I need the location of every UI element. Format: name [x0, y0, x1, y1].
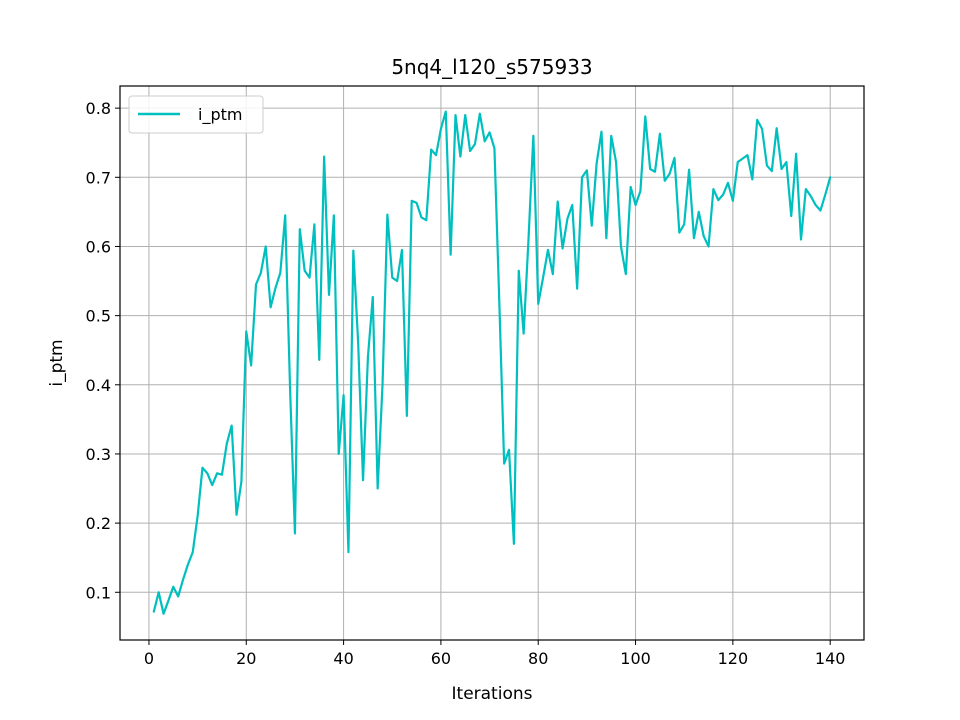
y-tick-label: 0.8 — [86, 99, 111, 118]
chart-title: 5nq4_l120_s575933 — [391, 55, 592, 79]
series-layer — [152, 110, 832, 615]
plot-frame — [119, 85, 865, 641]
x-tick-label: 140 — [815, 649, 846, 668]
x-tick-label: 0 — [144, 649, 154, 668]
y-tick-label: 0.7 — [86, 168, 111, 187]
axis-ticks: 0 20 40 60 80 100 120 140 0.1 0.2 0.3 0.4 0.5 0.6 0.7 0… — [86, 99, 846, 668]
y-tick-label: 0.1 — [86, 583, 111, 602]
y-tick-label: 0.6 — [86, 237, 111, 256]
x-tick-label: 60 — [431, 649, 451, 668]
series-line-i_ptm — [152, 110, 832, 615]
y-tick-label: 0.2 — [86, 514, 111, 533]
x-tick-label: 100 — [620, 649, 651, 668]
y-tick-label: 0.4 — [86, 376, 111, 395]
x-tick-label: 40 — [333, 649, 353, 668]
x-tick-label: 20 — [236, 649, 256, 668]
y-tick-label: 0.5 — [86, 307, 111, 326]
y-tick-label: 0.3 — [86, 445, 111, 464]
legend-box — [128, 95, 264, 134]
x-tick-label: 120 — [718, 649, 749, 668]
x-axis-label: Iterations — [452, 684, 533, 704]
y-axis-label: i_ptm — [47, 339, 67, 386]
legend-label: i_ptm — [198, 105, 242, 125]
x-tick-label: 80 — [528, 649, 548, 668]
legend: i_ptm — [128, 95, 264, 134]
